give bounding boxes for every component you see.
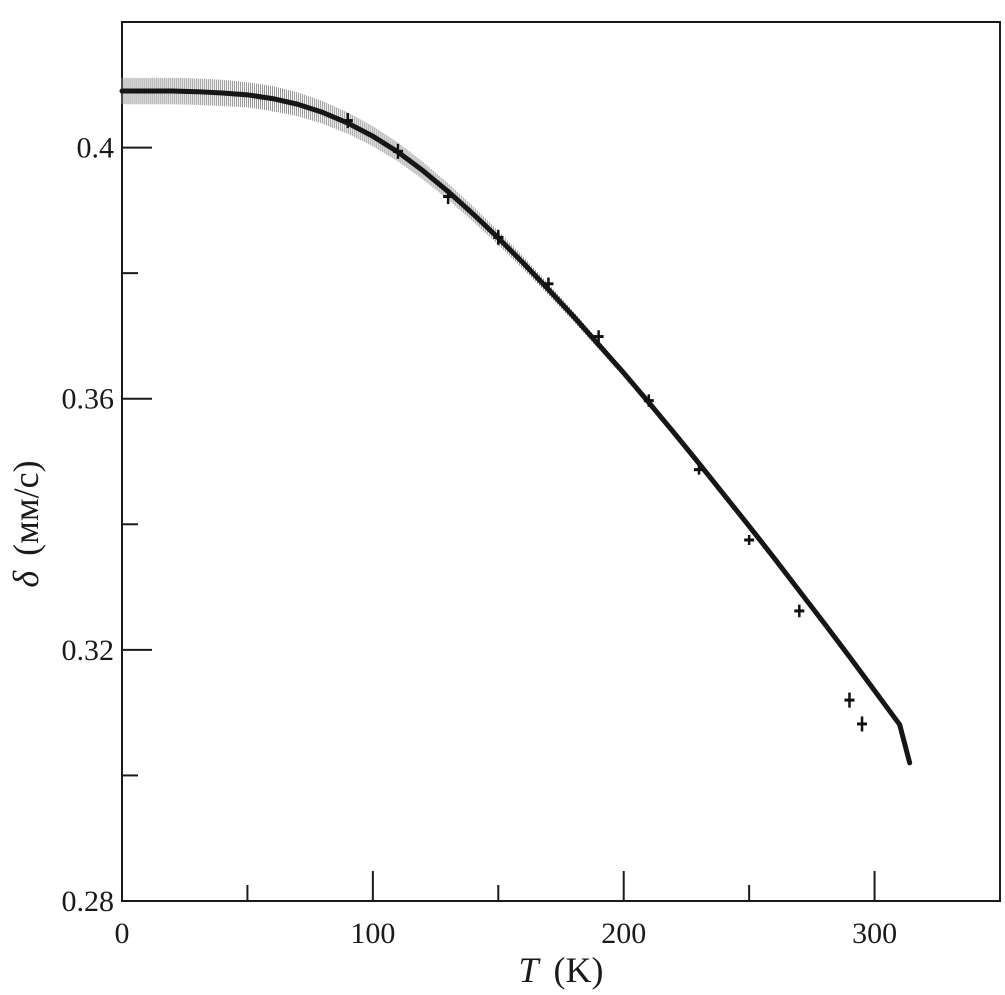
x-tick-label: 0: [115, 917, 130, 950]
y-tick-label: 0.32: [62, 634, 115, 667]
y-axis-unit: (мм/с): [6, 460, 46, 556]
x-tick-label: 100: [350, 917, 395, 950]
y-tick-label: 0.28: [62, 885, 115, 918]
fit-curve-group: [119, 88, 913, 766]
x-tick-label: 200: [601, 917, 646, 950]
uncertainty-band: [121, 77, 910, 761]
y-axis-title: δ (мм/с): [6, 460, 46, 587]
tick-labels: 0 100 200 300 0.28 0.32 0.36 0.4: [62, 132, 898, 950]
x-axis-symbol: T: [518, 950, 541, 990]
x-tick-label: 300: [852, 917, 897, 950]
y-axis-symbol: δ: [6, 570, 46, 588]
axis-ticks: [121, 146, 876, 902]
y-tick-label: 0.36: [62, 383, 115, 416]
fit-curve: [119, 88, 913, 766]
data-points-group: [342, 113, 868, 732]
plot-area-frame: [121, 21, 1001, 902]
y-tick-label: 0.4: [77, 132, 115, 165]
x-axis-title: T (K): [518, 950, 603, 990]
x-axis-unit: (K): [554, 950, 604, 990]
